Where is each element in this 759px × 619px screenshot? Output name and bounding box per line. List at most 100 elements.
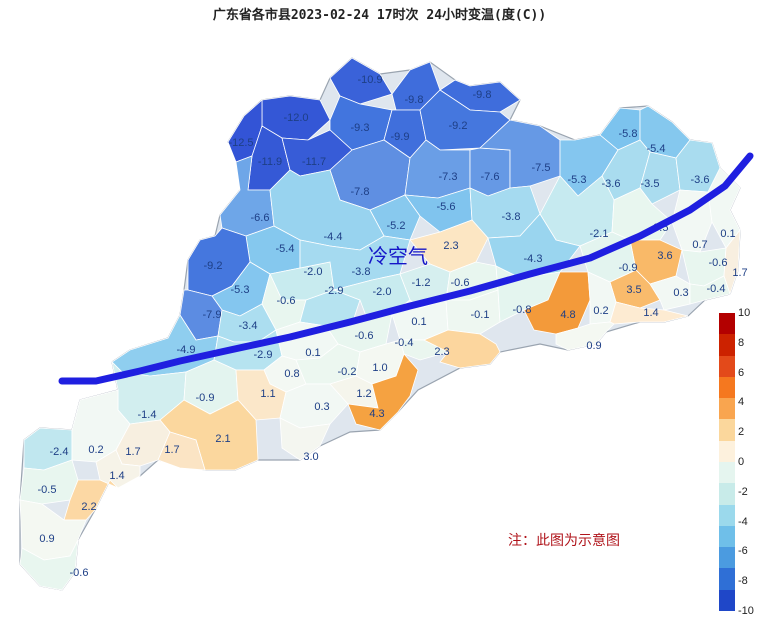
colorbar-segment xyxy=(719,483,735,506)
county-value: -6.6 xyxy=(251,212,270,224)
colorbar-tick-label: -4 xyxy=(738,515,748,528)
county-value: 1.0 xyxy=(372,362,387,374)
county-region xyxy=(555,321,615,351)
county-value: 0.8 xyxy=(284,368,299,380)
county-region xyxy=(279,417,331,461)
colorbar-segment xyxy=(719,547,735,569)
colorbar-tick-label: -8 xyxy=(738,575,748,588)
county-value: -2.9 xyxy=(325,285,344,297)
map-note: 注：此图为示意图 xyxy=(508,533,620,549)
county-value: -0.6 xyxy=(709,257,728,269)
county-value: 1.7 xyxy=(164,444,179,456)
colorbar-segment xyxy=(719,504,735,527)
colorbar-tick-label: 4 xyxy=(738,396,745,409)
county-value: -0.6 xyxy=(70,567,89,579)
county-value: -2.0 xyxy=(373,286,392,298)
cold-front-line xyxy=(58,152,754,385)
county-value: -0.6 xyxy=(451,277,470,289)
county-value: -9.3 xyxy=(351,122,370,134)
county-value: 0.3 xyxy=(673,287,688,299)
county-value: -4.4 xyxy=(324,231,343,243)
county-value: 0.9 xyxy=(39,533,54,545)
county-value: -3.6 xyxy=(602,178,621,190)
county-value: -3.6 xyxy=(691,174,710,186)
county-value: 3.6 xyxy=(657,250,672,262)
county-region xyxy=(723,228,741,296)
county-value: -5.4 xyxy=(276,243,295,255)
colorbar-segment xyxy=(719,462,735,484)
colorbar-tick-label: 8 xyxy=(738,336,745,349)
county-value: 2.2 xyxy=(81,501,96,513)
county-value: -1.2 xyxy=(412,277,431,289)
county-value: -10.9 xyxy=(357,74,382,86)
colorbar xyxy=(719,313,735,612)
county-value: 1.4 xyxy=(109,470,124,482)
county-value: 0.2 xyxy=(88,444,103,456)
county-region xyxy=(157,431,206,471)
county-value: -0.9 xyxy=(619,262,638,274)
county-value: 3.5 xyxy=(626,284,641,296)
county-value: 0.3 xyxy=(314,401,329,413)
county-value: -5.3 xyxy=(231,284,250,296)
colorbar-segment xyxy=(719,440,735,463)
county-value: -7.8 xyxy=(351,186,370,198)
county-value: -3.8 xyxy=(502,211,521,223)
colorbar-segment xyxy=(719,419,735,442)
county-value: -7.3 xyxy=(439,171,458,183)
colorbar-tick-label: -6 xyxy=(738,545,748,558)
county-value: -2.9 xyxy=(254,349,273,361)
county-value: 0.7 xyxy=(692,239,707,251)
county-value: -0.9 xyxy=(196,392,215,404)
county-value: -5.3 xyxy=(568,174,587,186)
county-value: 0.9 xyxy=(586,340,601,352)
colorbar-segment xyxy=(719,525,735,548)
county-value: -11.9 xyxy=(258,156,282,168)
county-value: 3.0 xyxy=(303,451,318,463)
county-value: 1.7 xyxy=(125,446,140,458)
colorbar-segment xyxy=(719,568,735,591)
colorbar-tick-label: -2 xyxy=(738,485,748,498)
county-value: -7.9 xyxy=(203,309,222,321)
colorbar-tick-label: 10 xyxy=(738,307,751,319)
county-value: -5.8 xyxy=(619,128,638,140)
county-value: -0.4 xyxy=(395,337,414,349)
county-value: -0.5 xyxy=(38,484,57,496)
county-value: -0.6 xyxy=(277,295,296,307)
county-value: -0.1 xyxy=(471,309,490,321)
county-value: -7.5 xyxy=(532,162,551,174)
county-value: -4.9 xyxy=(177,344,196,356)
county-value: 1.4 xyxy=(643,307,658,319)
county-value: -2.1 xyxy=(590,228,609,240)
county-value: -3.8 xyxy=(352,266,371,278)
county-value: 1.2 xyxy=(356,388,371,400)
colorbar-segment xyxy=(719,376,735,399)
county-region xyxy=(639,151,681,205)
county-value: -0.8 xyxy=(513,304,532,316)
county-value: 0.1 xyxy=(305,347,320,359)
county-value: -12.0 xyxy=(283,112,308,124)
county-value: -9.2 xyxy=(204,260,223,272)
county-value: -5.2 xyxy=(387,220,406,232)
county-value: -11.7 xyxy=(302,156,326,168)
colorbar-segment xyxy=(719,398,735,420)
county-value: 2.3 xyxy=(443,240,458,252)
county-value: -0.2 xyxy=(338,366,357,378)
county-value: -9.9 xyxy=(391,131,410,143)
county-region xyxy=(423,329,501,369)
county-value: 2.3 xyxy=(434,346,449,358)
county-value: -12.5 xyxy=(228,137,253,149)
county-value: 1.1 xyxy=(260,388,275,400)
county-value: 0.1 xyxy=(720,228,735,240)
county-region xyxy=(269,169,385,251)
county-region xyxy=(689,275,731,305)
colorbar-segment xyxy=(719,313,735,335)
county-value: 2.1 xyxy=(215,433,230,445)
colorbar-tick-label: -10 xyxy=(738,605,754,617)
colorbar-tick-label: 2 xyxy=(738,426,745,439)
county-value: -2.4 xyxy=(50,446,69,458)
colorbar-segment xyxy=(719,334,735,357)
county-value: -3.4 xyxy=(239,320,258,332)
county-value: 0.1 xyxy=(411,316,426,328)
colorbar-tick-label: 0 xyxy=(738,456,745,468)
county-value: -5.4 xyxy=(647,143,666,155)
